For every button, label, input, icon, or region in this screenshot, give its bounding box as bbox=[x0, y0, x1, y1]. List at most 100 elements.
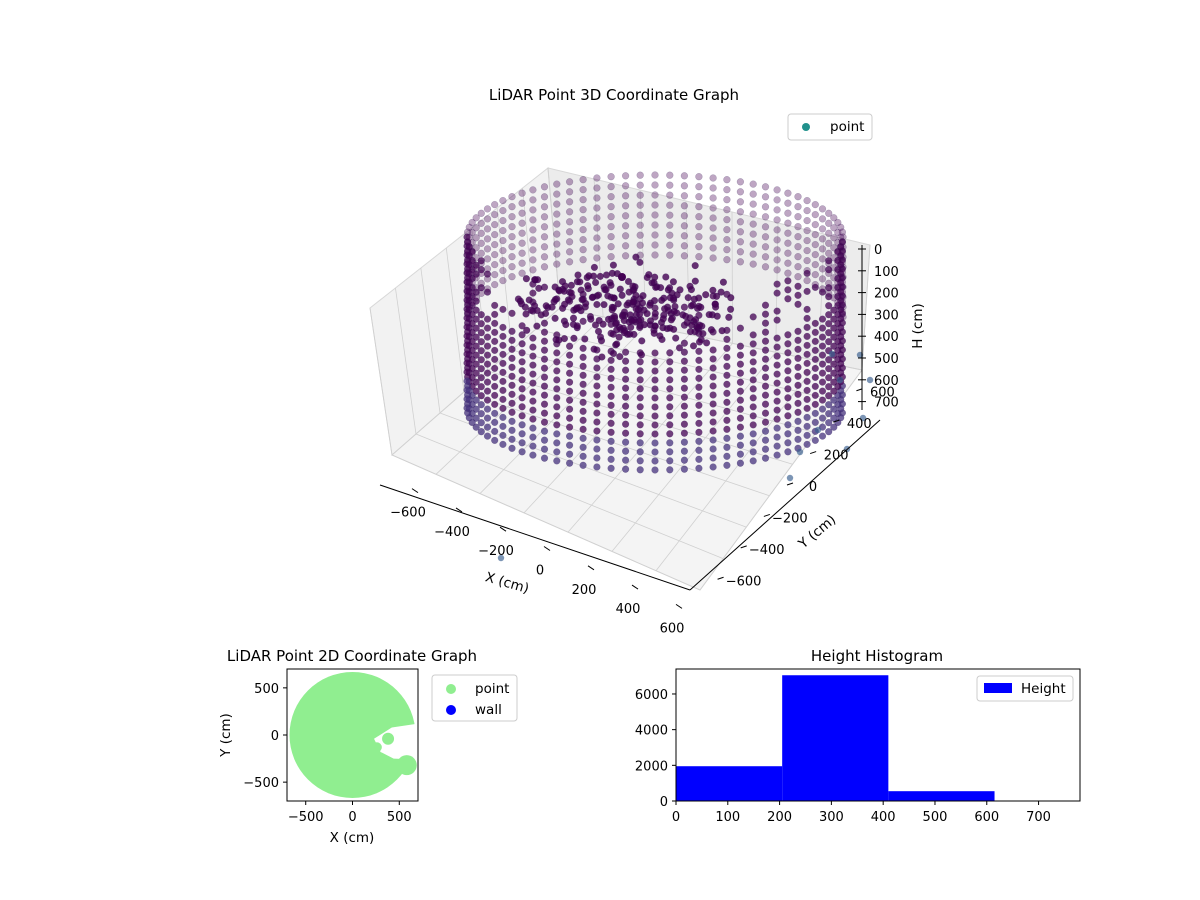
lidar-point bbox=[580, 318, 587, 325]
y-tick-label: 0 bbox=[271, 729, 279, 744]
lidar-point bbox=[622, 385, 629, 392]
lidar-point bbox=[774, 237, 781, 244]
lidar-point bbox=[519, 230, 526, 237]
lidar-point bbox=[608, 173, 615, 180]
lidar-point bbox=[594, 235, 601, 242]
lidar-point bbox=[484, 370, 491, 377]
lidar-point bbox=[812, 281, 819, 288]
x-tick-label: −400 bbox=[434, 525, 470, 540]
lidar-point bbox=[530, 344, 537, 351]
lidar-point bbox=[592, 279, 599, 286]
lidar-point bbox=[608, 233, 615, 240]
lidar-point bbox=[631, 317, 638, 324]
lidar-point bbox=[737, 228, 744, 235]
lidar-point bbox=[652, 413, 659, 420]
lidar-point bbox=[519, 439, 526, 446]
lidar-point bbox=[491, 356, 498, 363]
lidar-point bbox=[484, 216, 491, 223]
lidar-point bbox=[681, 394, 688, 401]
lidar-point bbox=[509, 445, 516, 452]
lidar-point bbox=[815, 427, 821, 433]
lidar-point bbox=[566, 258, 573, 265]
lidar-point bbox=[819, 246, 826, 253]
grid-line bbox=[732, 212, 733, 343]
lidar-point bbox=[594, 365, 601, 372]
lidar-point bbox=[637, 394, 644, 401]
chart-3d-legend-marker bbox=[802, 123, 810, 131]
lidar-point bbox=[812, 329, 819, 336]
lidar-point bbox=[750, 314, 757, 321]
lidar-point bbox=[608, 193, 615, 200]
lidar-point bbox=[825, 311, 832, 318]
lidar-point bbox=[812, 231, 819, 238]
lidar-point bbox=[785, 385, 792, 392]
lidar-point bbox=[580, 363, 587, 370]
lidar-point bbox=[774, 380, 781, 387]
lidar-point bbox=[727, 294, 734, 301]
lidar-point bbox=[687, 283, 694, 290]
lidar-point bbox=[608, 253, 615, 260]
lidar-point bbox=[750, 181, 757, 188]
lidar-point bbox=[737, 198, 744, 205]
z-tick-label: 0 bbox=[874, 243, 882, 258]
lidar-point bbox=[519, 349, 526, 356]
lidar-point bbox=[464, 405, 471, 412]
lidar-point bbox=[644, 274, 651, 281]
lidar-point bbox=[785, 448, 792, 455]
lidar-point bbox=[523, 327, 530, 334]
lidar-point bbox=[608, 438, 615, 445]
x-tick-label: 600 bbox=[660, 621, 685, 636]
lidar-point bbox=[608, 213, 615, 220]
lidar-point bbox=[608, 183, 615, 190]
lidar-point bbox=[750, 201, 757, 208]
lidar-point bbox=[737, 379, 744, 386]
lidar-point bbox=[608, 384, 615, 391]
lidar-point bbox=[509, 400, 516, 407]
lidar-point bbox=[762, 437, 769, 444]
lidar-point bbox=[609, 270, 616, 277]
lidar-point bbox=[696, 357, 703, 364]
z-tick-label: 100 bbox=[874, 265, 899, 280]
lidar-point bbox=[762, 338, 769, 345]
lidar-point bbox=[608, 393, 615, 400]
lidar-point bbox=[774, 335, 781, 342]
lidar-point bbox=[622, 367, 629, 374]
lidar-point bbox=[804, 333, 811, 340]
lidar-point bbox=[708, 326, 715, 333]
lidar-point bbox=[750, 191, 757, 198]
lidar-point bbox=[553, 431, 560, 438]
lidar-point bbox=[519, 367, 526, 374]
lidar-point bbox=[553, 336, 560, 343]
lidar-point bbox=[710, 455, 717, 462]
lidar-point bbox=[724, 176, 731, 183]
lidar-point bbox=[637, 222, 644, 229]
lidar-point bbox=[774, 187, 781, 194]
lidar-point bbox=[837, 377, 843, 383]
lidar-point bbox=[519, 358, 526, 365]
lidar-point bbox=[696, 375, 703, 382]
z-tick-label: 400 bbox=[874, 330, 899, 345]
lidar-point bbox=[566, 370, 573, 377]
lidar-point bbox=[812, 365, 819, 372]
lidar-point bbox=[652, 212, 659, 219]
lidar-point bbox=[566, 397, 573, 404]
lidar-point bbox=[652, 172, 659, 179]
lidar-point bbox=[710, 383, 717, 390]
z-tick-label: 200 bbox=[874, 287, 899, 302]
lidar-point bbox=[484, 397, 491, 404]
lidar-point bbox=[478, 230, 485, 237]
lidar-point bbox=[681, 466, 688, 473]
lidar-point bbox=[666, 403, 673, 410]
lidar-point bbox=[484, 276, 491, 283]
lidar-point bbox=[559, 305, 566, 312]
lidar-point bbox=[622, 222, 629, 229]
lidar-point bbox=[696, 411, 703, 418]
lidar-point bbox=[696, 203, 703, 210]
lidar-point bbox=[561, 335, 568, 342]
lidar-point bbox=[594, 255, 601, 262]
lidar-point bbox=[666, 202, 673, 209]
lidar-point bbox=[580, 408, 587, 415]
lidar-point bbox=[464, 396, 471, 403]
lidar-point bbox=[622, 439, 629, 446]
lidar-point bbox=[541, 193, 548, 200]
